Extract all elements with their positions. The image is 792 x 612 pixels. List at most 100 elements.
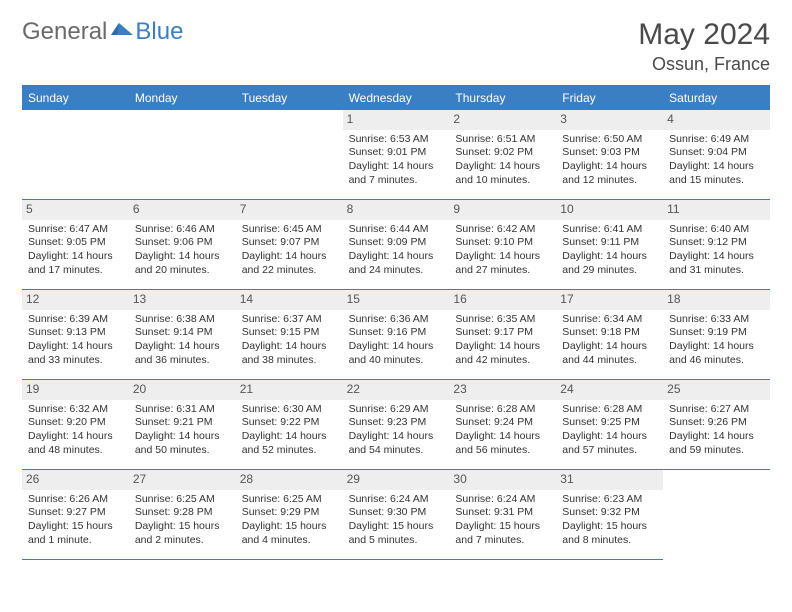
sunset-line: Sunset: 9:10 PM <box>455 236 550 250</box>
sunrise-line: Sunrise: 6:23 AM <box>562 493 657 507</box>
sunrise-line: Sunrise: 6:28 AM <box>455 403 550 417</box>
calendar-day-cell: 6 Sunrise: 6:46 AMSunset: 9:06 PMDaylight… <box>129 200 236 290</box>
sunset-line: Sunset: 9:27 PM <box>28 506 123 520</box>
daylight-line: Daylight: 14 hours and 15 minutes. <box>669 160 764 187</box>
sunrise-line: Sunrise: 6:46 AM <box>135 223 230 237</box>
daylight-line: Daylight: 14 hours and 22 minutes. <box>242 250 337 277</box>
calendar-day-cell: 30Sunrise: 6:24 AMSunset: 9:31 PMDayligh… <box>449 470 556 560</box>
calendar-day-cell: 26Sunrise: 6:26 AMSunset: 9:27 PMDayligh… <box>22 470 129 560</box>
calendar-day-cell: 31Sunrise: 6:23 AMSunset: 9:32 PMDayligh… <box>556 470 663 560</box>
day-number: 19 <box>22 380 129 400</box>
sunset-line: Sunset: 9:28 PM <box>135 506 230 520</box>
calendar-empty-cell <box>22 110 129 200</box>
daylight-line: Daylight: 15 hours and 7 minutes. <box>455 520 550 547</box>
calendar-day-cell: 9Sunrise: 6:42 AMSunset: 9:10 PMDaylight… <box>449 200 556 290</box>
logo-text-general: General <box>22 18 107 46</box>
sunrise-line: Sunrise: 6:31 AM <box>135 403 230 417</box>
day-number: 5 <box>22 200 129 220</box>
sunrise-line: Sunrise: 6:25 AM <box>135 493 230 507</box>
daylight-line: Daylight: 14 hours and 29 minutes. <box>562 250 657 277</box>
day-number: 27 <box>129 470 236 490</box>
sunset-line: Sunset: 9:25 PM <box>562 416 657 430</box>
calendar-day-cell: 28Sunrise: 6:25 AMSunset: 9:29 PMDayligh… <box>236 470 343 560</box>
calendar-empty-cell <box>236 110 343 200</box>
calendar-day-cell: 20Sunrise: 6:31 AMSunset: 9:21 PMDayligh… <box>129 380 236 470</box>
daylight-line: Daylight: 14 hours and 12 minutes. <box>562 160 657 187</box>
calendar-header-cell: Saturday <box>663 86 770 110</box>
day-number: 28 <box>236 470 343 490</box>
sunrise-line: Sunrise: 6:38 AM <box>135 313 230 327</box>
daylight-line: Daylight: 15 hours and 1 minute. <box>28 520 123 547</box>
sunrise-line: Sunrise: 6:44 AM <box>349 223 444 237</box>
calendar-empty-cell <box>129 110 236 200</box>
sunrise-line: Sunrise: 6:24 AM <box>455 493 550 507</box>
calendar-day-cell: 1Sunrise: 6:53 AMSunset: 9:01 PMDaylight… <box>343 110 450 200</box>
sunset-line: Sunset: 9:07 PM <box>242 236 337 250</box>
sunset-line: Sunset: 9:11 PM <box>562 236 657 250</box>
calendar-day-cell: 21Sunrise: 6:30 AMSunset: 9:22 PMDayligh… <box>236 380 343 470</box>
day-number: 6 <box>129 200 236 220</box>
day-number: 22 <box>343 380 450 400</box>
day-number: 20 <box>129 380 236 400</box>
daylight-line: Daylight: 14 hours and 40 minutes. <box>349 340 444 367</box>
calendar-day-cell: 7Sunrise: 6:45 AMSunset: 9:07 PMDaylight… <box>236 200 343 290</box>
calendar-header-cell: Thursday <box>449 86 556 110</box>
day-number: 3 <box>556 110 663 130</box>
sunrise-line: Sunrise: 6:47 AM <box>28 223 123 237</box>
daylight-line: Daylight: 14 hours and 31 minutes. <box>669 250 764 277</box>
calendar-day-cell: 17Sunrise: 6:34 AMSunset: 9:18 PMDayligh… <box>556 290 663 380</box>
day-number: 29 <box>343 470 450 490</box>
calendar-page: General Blue May 2024 Ossun, France Sund… <box>0 0 792 578</box>
daylight-line: Daylight: 14 hours and 27 minutes. <box>455 250 550 277</box>
title-block: May 2024 Ossun, France <box>638 18 770 75</box>
calendar-day-cell: 29Sunrise: 6:24 AMSunset: 9:30 PMDayligh… <box>343 470 450 560</box>
day-number: 13 <box>129 290 236 310</box>
daylight-line: Daylight: 14 hours and 7 minutes. <box>349 160 444 187</box>
day-number: 7 <box>236 200 343 220</box>
sunset-line: Sunset: 9:13 PM <box>28 326 123 340</box>
daylight-line: Daylight: 14 hours and 17 minutes. <box>28 250 123 277</box>
day-number: 15 <box>343 290 450 310</box>
day-number: 10 <box>556 200 663 220</box>
sunset-line: Sunset: 9:06 PM <box>135 236 230 250</box>
sunset-line: Sunset: 9:03 PM <box>562 146 657 160</box>
sunset-line: Sunset: 9:24 PM <box>455 416 550 430</box>
sunrise-line: Sunrise: 6:29 AM <box>349 403 444 417</box>
sunrise-line: Sunrise: 6:40 AM <box>669 223 764 237</box>
calendar-header-cell: Sunday <box>22 86 129 110</box>
calendar-day-cell: 14Sunrise: 6:37 AMSunset: 9:15 PMDayligh… <box>236 290 343 380</box>
daylight-line: Daylight: 14 hours and 46 minutes. <box>669 340 764 367</box>
day-number: 14 <box>236 290 343 310</box>
calendar-day-cell: 23Sunrise: 6:28 AMSunset: 9:24 PMDayligh… <box>449 380 556 470</box>
sunrise-line: Sunrise: 6:50 AM <box>562 133 657 147</box>
daylight-line: Daylight: 15 hours and 4 minutes. <box>242 520 337 547</box>
calendar-body: 1Sunrise: 6:53 AMSunset: 9:01 PMDaylight… <box>22 110 770 560</box>
day-number: 9 <box>449 200 556 220</box>
day-number: 25 <box>663 380 770 400</box>
sunrise-line: Sunrise: 6:25 AM <box>242 493 337 507</box>
sunset-line: Sunset: 9:23 PM <box>349 416 444 430</box>
calendar-day-cell: 5Sunrise: 6:47 AMSunset: 9:05 PMDaylight… <box>22 200 129 290</box>
daylight-line: Daylight: 14 hours and 38 minutes. <box>242 340 337 367</box>
day-number: 16 <box>449 290 556 310</box>
daylight-line: Daylight: 14 hours and 56 minutes. <box>455 430 550 457</box>
day-number: 2 <box>449 110 556 130</box>
sunset-line: Sunset: 9:18 PM <box>562 326 657 340</box>
sunrise-line: Sunrise: 6:27 AM <box>669 403 764 417</box>
daylight-line: Daylight: 14 hours and 10 minutes. <box>455 160 550 187</box>
sunset-line: Sunset: 9:12 PM <box>669 236 764 250</box>
daylight-line: Daylight: 14 hours and 36 minutes. <box>135 340 230 367</box>
sunrise-line: Sunrise: 6:32 AM <box>28 403 123 417</box>
sunset-line: Sunset: 9:01 PM <box>349 146 444 160</box>
sunrise-line: Sunrise: 6:49 AM <box>669 133 764 147</box>
day-number: 18 <box>663 290 770 310</box>
calendar-header-row: SundayMondayTuesdayWednesdayThursdayFrid… <box>22 86 770 110</box>
calendar-day-cell: 15Sunrise: 6:36 AMSunset: 9:16 PMDayligh… <box>343 290 450 380</box>
sunset-line: Sunset: 9:20 PM <box>28 416 123 430</box>
calendar-day-cell: 11Sunrise: 6:40 AMSunset: 9:12 PMDayligh… <box>663 200 770 290</box>
sunrise-line: Sunrise: 6:30 AM <box>242 403 337 417</box>
day-number: 31 <box>556 470 663 490</box>
calendar-day-cell: 12Sunrise: 6:39 AMSunset: 9:13 PMDayligh… <box>22 290 129 380</box>
daylight-line: Daylight: 14 hours and 20 minutes. <box>135 250 230 277</box>
calendar-day-cell: 27Sunrise: 6:25 AMSunset: 9:28 PMDayligh… <box>129 470 236 560</box>
